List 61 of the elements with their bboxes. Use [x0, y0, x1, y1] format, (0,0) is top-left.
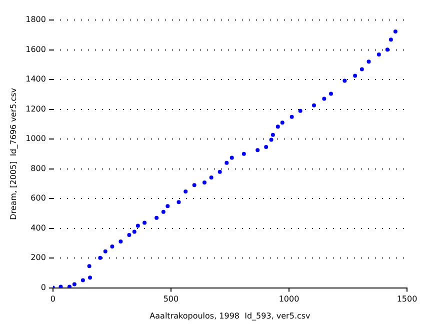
point — [269, 138, 274, 142]
point — [88, 276, 92, 280]
point — [298, 108, 302, 113]
point — [110, 244, 114, 248]
point — [202, 180, 206, 184]
x-tick-label: 0 — [50, 294, 56, 304]
point — [270, 132, 275, 137]
point — [72, 282, 76, 286]
point — [154, 216, 159, 220]
point — [280, 120, 284, 125]
point — [224, 160, 229, 165]
point — [118, 240, 123, 244]
point — [366, 60, 371, 64]
point — [127, 232, 132, 237]
point — [161, 210, 166, 214]
point — [98, 256, 102, 260]
y-tick-label: 1200 — [26, 104, 46, 114]
point — [276, 124, 280, 129]
point — [136, 224, 140, 228]
point — [329, 92, 333, 96]
point — [312, 103, 316, 108]
point — [353, 74, 358, 78]
point — [256, 148, 260, 152]
y-tick-label: 0 — [40, 282, 46, 292]
point — [393, 29, 398, 34]
point — [388, 38, 393, 42]
y-tick-label: 800 — [30, 164, 46, 173]
point — [376, 52, 381, 57]
y-tick-label: 400 — [30, 223, 46, 232]
x-tick-label: 1000 — [278, 294, 300, 304]
y-tick-label: 1800 — [26, 15, 46, 24]
point — [209, 176, 214, 180]
point — [67, 284, 72, 288]
point — [132, 230, 136, 234]
point — [58, 284, 63, 288]
point — [264, 145, 268, 150]
y-tick-label: 200 — [30, 253, 46, 262]
point — [80, 278, 85, 282]
point — [87, 264, 92, 268]
point — [142, 220, 147, 225]
point — [322, 96, 326, 101]
point — [385, 48, 390, 52]
y-axis-title: Dream, [2005] Id_7696 ver5.csv — [8, 88, 18, 220]
y-tick-label: 600 — [30, 194, 46, 203]
y-tick-label: 1000 — [26, 134, 46, 144]
y-tick-label: 1600 — [26, 44, 46, 54]
x-tick-label: 1500 — [396, 294, 418, 304]
point — [184, 190, 188, 194]
x-axis-title: Aaaltrakopoulos, 1998 Id_593, ver5.csv — [150, 311, 311, 320]
y-tick-label: 1400 — [26, 74, 46, 84]
point — [342, 78, 347, 83]
x-tick-label: 500 — [163, 294, 179, 304]
point — [242, 152, 246, 156]
point — [166, 204, 170, 208]
point — [360, 67, 364, 72]
point — [176, 200, 181, 204]
point — [192, 183, 196, 188]
point — [218, 170, 222, 174]
point — [290, 114, 294, 119]
point — [230, 156, 234, 160]
point — [103, 249, 108, 254]
